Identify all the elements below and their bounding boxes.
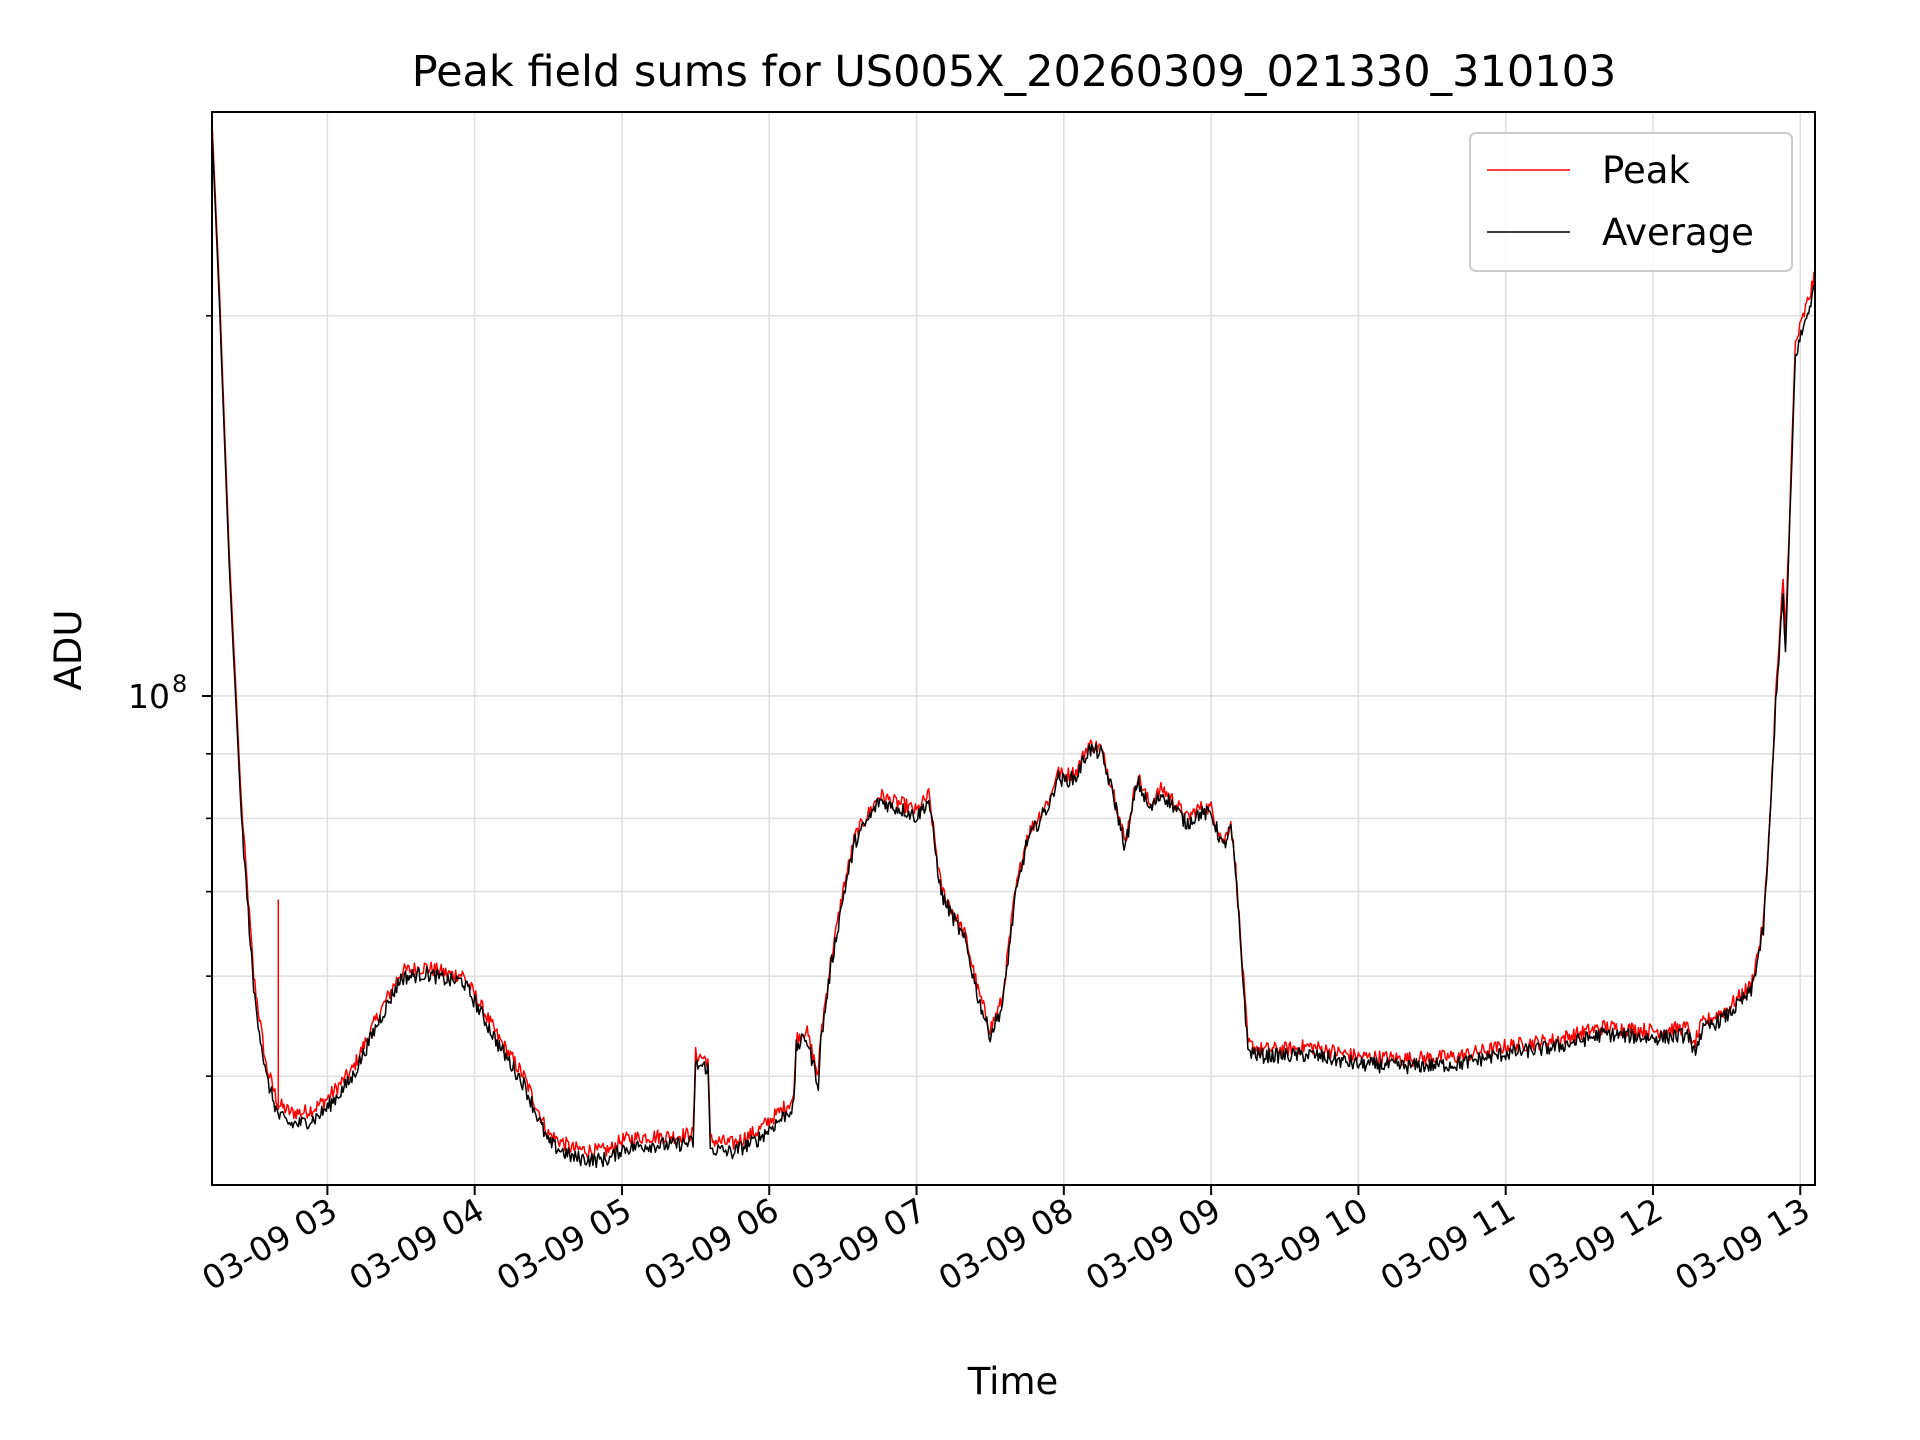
y-tick-label: 10 (128, 677, 170, 716)
series-line-average (211, 131, 1816, 1169)
legend-label-peak: Peak (1602, 149, 1690, 192)
series-layer (211, 121, 1816, 1169)
plot-frame (211, 111, 1816, 1186)
legend-box (1469, 132, 1793, 272)
y-tick-label-exponent: 8 (172, 670, 187, 698)
grid (212, 112, 1815, 1185)
y-axis-label: ADU (47, 610, 90, 691)
x-axis-label: Time (967, 1360, 1059, 1403)
legend-label-average: Average (1602, 211, 1754, 254)
chart-title: Peak field sums for US005X_20260309_0213… (412, 47, 1617, 97)
legend: Peak Average (1469, 132, 1793, 272)
y-axis: 10 8 (128, 314, 212, 1077)
